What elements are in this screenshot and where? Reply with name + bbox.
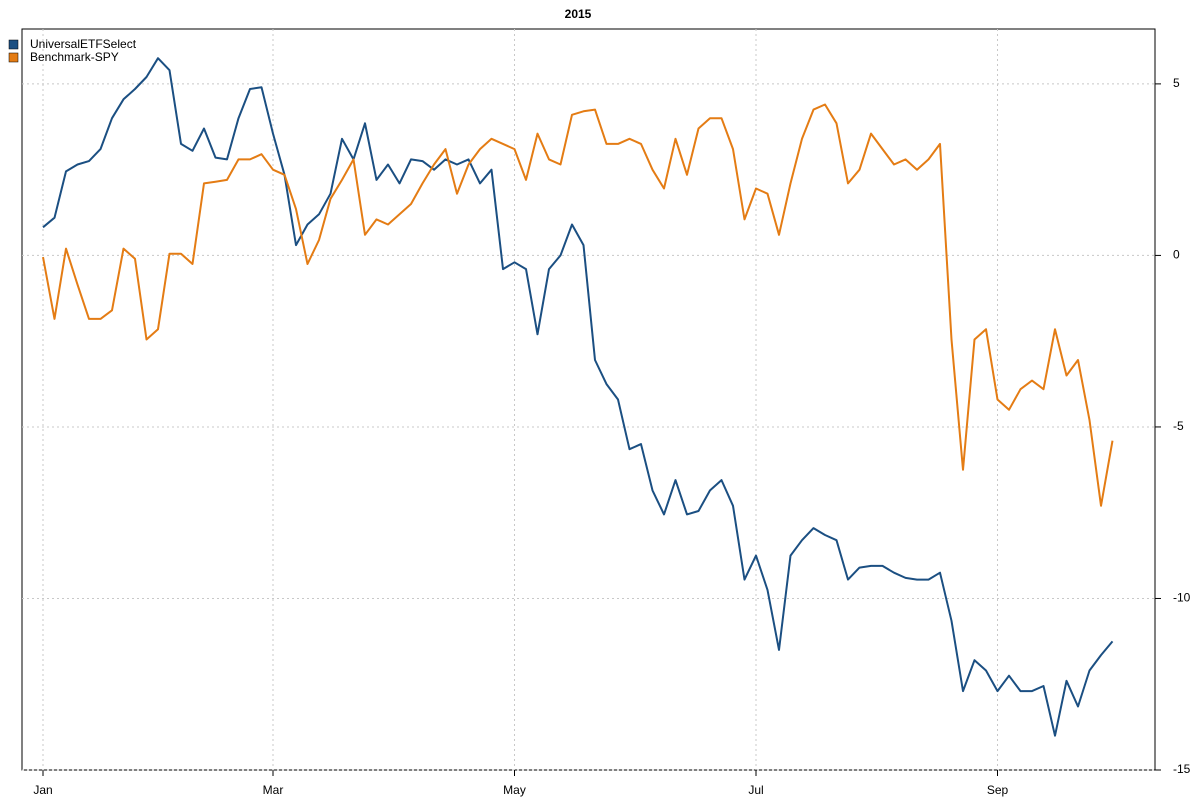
legend-swatch [8,39,19,50]
series-line [42,57,1114,737]
y-tick-label: 5 [1173,76,1180,90]
x-tick-label: May [503,783,526,797]
legend-label: Benchmark-SPY [30,50,119,64]
x-tick-label: Sep [987,783,1009,797]
y-tick-label: -5 [1173,419,1184,433]
legend-swatch [8,52,19,63]
x-tick-label: Jul [748,783,763,797]
legend-label: UniversalETFSelect [30,37,137,51]
series-line [42,103,1114,507]
plot-frame [21,28,1156,771]
y-tick-label: -15 [1173,762,1191,776]
y-tick-label: 0 [1173,248,1180,262]
y-tick-label: -10 [1173,591,1191,605]
x-tick-label: Jan [33,783,52,797]
chart-title: 2015 [565,7,592,21]
x-tick-label: Mar [263,783,284,797]
